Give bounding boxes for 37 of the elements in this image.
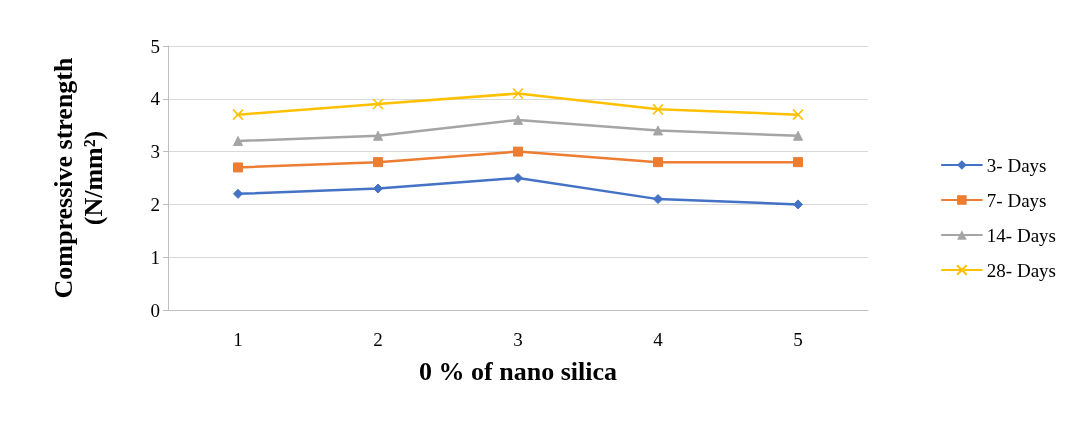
x-tick-label: 4: [653, 329, 664, 350]
point: [373, 183, 383, 194]
y-tick-label: 5: [150, 35, 160, 57]
y-axis-title: Compressive strength (N/mm²): [48, 56, 108, 299]
point: [653, 194, 663, 205]
point: [372, 98, 384, 110]
point: [513, 173, 523, 183]
point: [653, 157, 663, 168]
x-tick-label: 1: [233, 329, 243, 350]
point: [512, 87, 524, 100]
point: [233, 188, 243, 199]
point: [652, 103, 664, 116]
point: [373, 130, 383, 141]
x-axis-title: 0 % of nano silica: [419, 356, 617, 386]
legend-label: 28- Days: [986, 259, 1057, 281]
point: [373, 157, 383, 168]
point: [792, 108, 804, 121]
point: [793, 130, 803, 141]
y-tick-label: 3: [150, 141, 160, 163]
y-tick-label: 4: [150, 88, 161, 110]
y-tick-label: 0: [150, 299, 160, 321]
point: [653, 125, 663, 136]
x-tick-label: 5: [793, 329, 803, 350]
legend-label: 3- Days: [986, 154, 1047, 176]
legend-label: 14- Days: [986, 224, 1057, 246]
point: [513, 146, 523, 157]
x-tick-label: 2: [373, 329, 383, 350]
point: [233, 162, 243, 173]
point: [233, 136, 243, 147]
point: [513, 114, 523, 125]
y-tick-label: 2: [150, 193, 160, 215]
x-tick-label: 3: [513, 329, 523, 350]
point: [793, 199, 803, 210]
legend-label: 7- Days: [986, 189, 1047, 211]
y-tick-label: 1: [150, 246, 160, 268]
point: [793, 157, 803, 168]
point: [232, 108, 244, 121]
